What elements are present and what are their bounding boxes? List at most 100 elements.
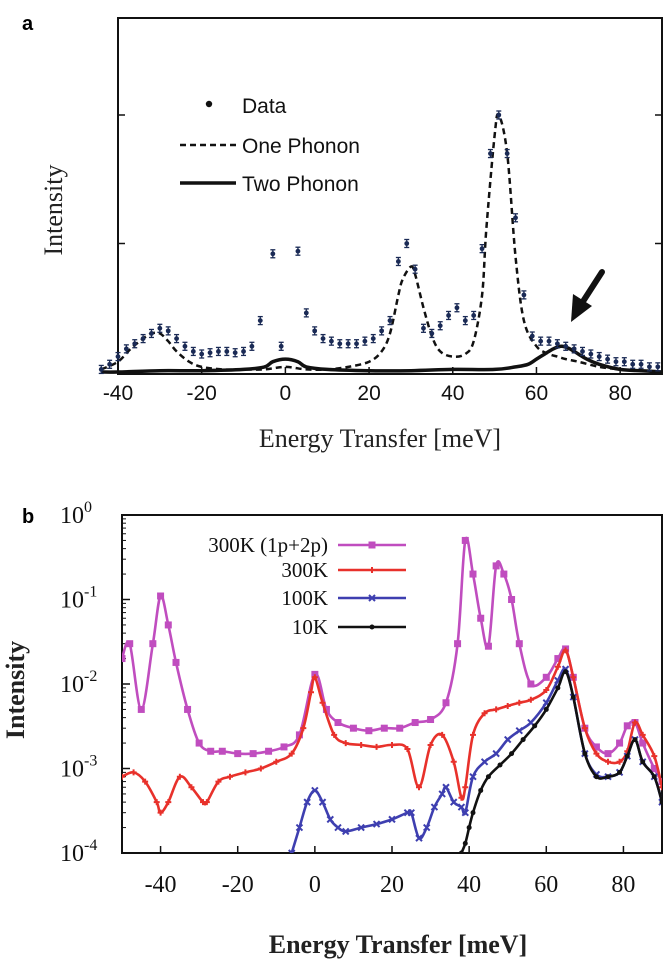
legend-label: 300K (1p+2p)	[208, 533, 328, 557]
series-marker	[632, 737, 638, 743]
data-point	[123, 344, 129, 354]
data-point	[224, 346, 230, 357]
series-marker	[563, 669, 569, 675]
series-marker	[331, 731, 338, 738]
series-marker	[461, 536, 469, 544]
series-marker	[469, 772, 477, 781]
series-marker	[130, 769, 137, 776]
data-point	[395, 256, 401, 267]
series-marker	[554, 663, 561, 670]
series-marker	[593, 750, 600, 757]
series-marker	[172, 658, 180, 666]
series-marker	[543, 706, 549, 712]
series-marker	[554, 655, 562, 663]
series-marker	[207, 747, 215, 755]
panel-b-x-tick-label: 0	[309, 872, 321, 898]
series-marker	[439, 731, 446, 738]
panel-a-x-tick-label: 20	[357, 382, 380, 405]
series-marker	[450, 798, 458, 806]
series-marker	[605, 774, 611, 780]
series-marker	[218, 747, 226, 755]
series-marker	[234, 750, 242, 758]
panel-a-ticks: -40 -20 0 20 40 60 80	[103, 114, 662, 405]
series-marker	[318, 798, 327, 806]
data-point	[655, 362, 661, 372]
series-marker	[616, 739, 624, 747]
panel-b-x-tick-label: 60	[534, 872, 558, 898]
data-point	[437, 321, 443, 331]
series-marker	[632, 719, 638, 726]
series-marker	[273, 758, 280, 765]
series-marker	[184, 705, 192, 713]
data-point	[504, 148, 510, 159]
series-marker	[311, 674, 318, 681]
panel-b-x-tick-label: 40	[457, 872, 481, 898]
series-marker	[157, 809, 164, 816]
series-marker	[176, 773, 183, 780]
series-marker	[616, 758, 623, 765]
data-point	[496, 110, 502, 120]
series-marker	[562, 647, 569, 654]
series-marker	[639, 739, 647, 747]
tick-base: 10	[60, 503, 84, 529]
series-marker	[300, 725, 307, 732]
series-marker	[515, 727, 523, 735]
series-marker	[380, 724, 388, 732]
panel-b-x-tick-label: -20	[222, 872, 254, 898]
series-marker	[481, 710, 488, 717]
series-marker	[372, 820, 381, 828]
series-marker	[504, 702, 511, 709]
series-marker	[404, 746, 411, 753]
series-marker	[137, 705, 145, 713]
legend-data-marker	[205, 100, 213, 108]
legend-label: 100K	[281, 586, 328, 610]
data-point	[446, 310, 452, 321]
panel-b-xlabel: Energy Transfer [meV]	[269, 930, 528, 959]
series-marker	[484, 642, 492, 650]
panel-b-legend: 300K (1p+2p)300K 100K 10K	[208, 533, 406, 639]
data-point	[554, 339, 560, 349]
data-point	[362, 336, 368, 346]
data-point	[429, 328, 435, 339]
series-marker	[334, 823, 342, 832]
data-point	[513, 213, 519, 223]
panel-b-label: b	[22, 506, 34, 528]
panel-a-ylabel: Intensity	[39, 165, 68, 256]
series-marker	[423, 823, 431, 832]
data-point	[630, 359, 636, 369]
series-marker	[280, 743, 288, 751]
panel-a-x-tick-label: -40	[103, 382, 133, 405]
series-marker	[477, 614, 485, 622]
series-marker	[342, 740, 349, 747]
data-point	[563, 341, 569, 351]
series-marker	[504, 735, 512, 744]
series-marker	[651, 753, 658, 760]
series-marker	[295, 731, 303, 739]
tick-exponent: 0	[84, 499, 92, 516]
series-marker	[438, 790, 446, 798]
data-point	[207, 348, 213, 358]
panel-b-x-tick-label: 80	[611, 872, 635, 898]
series-marker	[388, 815, 396, 824]
series-marker	[164, 621, 172, 629]
series-marker	[122, 773, 125, 780]
series-marker	[295, 823, 304, 832]
series-marker	[527, 680, 535, 688]
data-point	[521, 290, 527, 300]
data-point	[182, 341, 188, 351]
series-marker	[623, 722, 631, 730]
series-marker	[604, 750, 612, 758]
series-marker	[492, 749, 500, 758]
data-point	[215, 346, 221, 357]
series-3	[458, 669, 662, 853]
series-marker	[520, 737, 526, 743]
tick-base: 10	[60, 672, 84, 698]
series-marker	[516, 699, 523, 706]
series-marker	[215, 778, 222, 785]
panel-a: a -40 -20 0 20 40 60 80 Energy Transfer [meV] …	[22, 13, 663, 453]
series-marker	[462, 840, 468, 846]
series-marker	[365, 727, 373, 735]
series-marker	[493, 706, 500, 713]
